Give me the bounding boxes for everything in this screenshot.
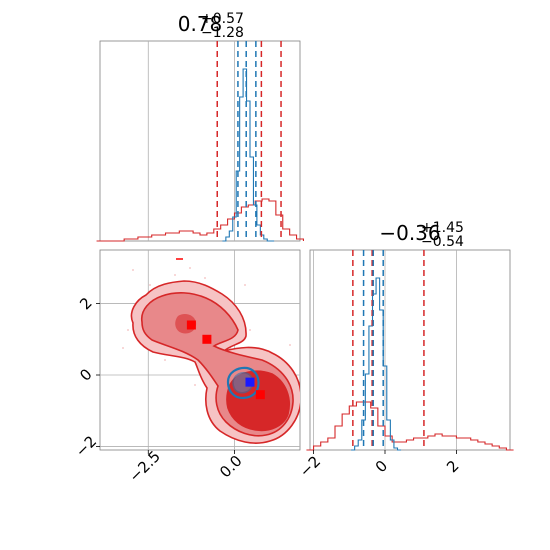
hist-y-grid — [313, 250, 457, 450]
histogram-series-0 — [96, 198, 304, 242]
contour-xtick-label: 0.0 — [216, 452, 246, 482]
contour-markers — [176, 258, 265, 400]
hist-y-title: −0.36 — [379, 221, 440, 245]
hist-y-title-sub: −0.54 — [421, 234, 464, 250]
histogram-series-0 — [306, 401, 514, 451]
hist-x-grid — [147, 41, 235, 241]
red-marker-2 — [255, 390, 265, 400]
contour-ytick-label: 2 — [76, 294, 95, 313]
blue-marker — [245, 377, 255, 387]
red-marker-0 — [186, 320, 196, 330]
contour-panel: −2.5 0.0 −2 0 2 — [72, 249, 301, 486]
hist-y-xtick-label: 0 — [372, 457, 391, 476]
red-marker-1 — [202, 334, 212, 344]
hist-x-title-sup: +0.57 — [201, 11, 244, 27]
hist-y-series — [306, 250, 514, 451]
hist-y-title-sup: +1.45 — [421, 220, 464, 236]
contour-xtick-label: −2.5 — [125, 447, 163, 485]
hist-y-xtick-label: 2 — [443, 457, 462, 476]
hist-y-title-base: −0.36 — [379, 221, 440, 245]
contour-blue-outer — [226, 366, 260, 400]
hist-y-frame — [309, 249, 511, 451]
hist-x-series — [96, 41, 304, 242]
hist-x-title-sub: −1.28 — [201, 25, 244, 41]
hist-x-frame — [99, 40, 301, 242]
hist-x-title: 0.78 — [178, 12, 223, 36]
histogram-series-1 — [351, 277, 402, 451]
contour-ytick-label: −2 — [72, 432, 100, 460]
hist-x-title-base: 0.78 — [178, 12, 223, 36]
hist-y-panel: −2 0 2 −0.36 +1.45 −0.54 — [296, 220, 514, 481]
hist-y-ticks: −2 0 2 — [296, 450, 463, 481]
hist-x-panel: 0.78 +0.57 −1.28 — [96, 11, 304, 242]
contour-ytick-label: 0 — [76, 365, 95, 384]
hist-y-xtick-label: −2 — [296, 452, 324, 480]
